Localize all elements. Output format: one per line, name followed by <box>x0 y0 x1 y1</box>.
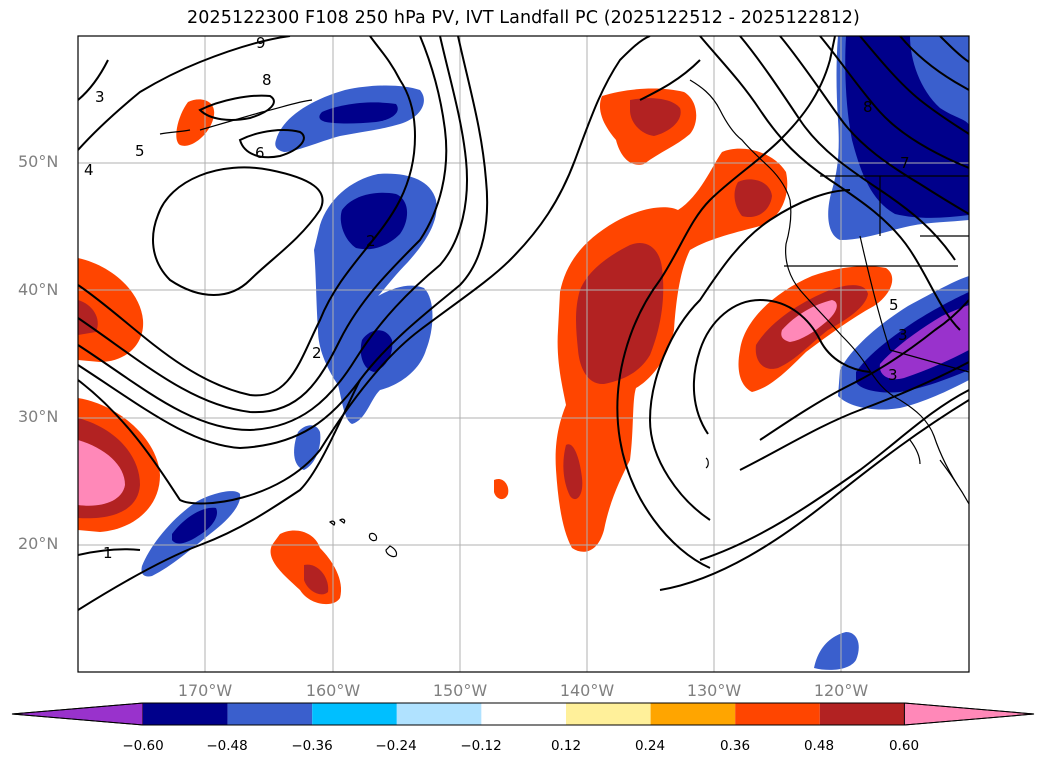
colorbar-tick-label: 0.48 <box>803 738 835 754</box>
pv-contour-label: 9 <box>256 34 266 52</box>
pv-contour-label: 5 <box>135 142 145 160</box>
pv-contour-label-group: 2 3 4 5 6 8 9 1 2 5 3 3 8 7 <box>84 34 910 562</box>
colorbar-tick-label: −0.36 <box>291 738 333 754</box>
colorbar-extend-max <box>903 702 1035 726</box>
lon-tick-label: 130°W <box>686 681 742 700</box>
pv-contour-label: 3 <box>898 326 908 344</box>
lat-tick-label: 40°N <box>18 280 59 299</box>
colorbar-swatch <box>143 703 228 725</box>
lat-tick-label: 30°N <box>18 407 59 426</box>
colorbar-swatch <box>819 703 905 725</box>
colorbar-swatch <box>312 703 397 725</box>
lon-tick-label: 150°W <box>432 681 488 700</box>
coastlines <box>159 79 969 558</box>
pv-contour-label: 1 <box>103 544 113 562</box>
pv-contour-label: 2 <box>366 232 376 250</box>
colorbar-swatch <box>227 703 313 725</box>
pv-contour-label: 8 <box>863 98 873 116</box>
colorbar-outline <box>11 702 1035 726</box>
colorbar-swatch <box>735 703 820 725</box>
colorbar-tick-label: −0.48 <box>206 738 248 754</box>
pv-contour-label: 3 <box>95 88 105 106</box>
pv-contour-label: 7 <box>900 154 910 172</box>
colorbar-tick-label: 0.12 <box>550 738 582 754</box>
negative-ivt-shading <box>141 36 969 670</box>
pv-contour-label: 3 <box>888 366 898 384</box>
colorbar-swatch <box>566 703 651 725</box>
pv-contour-label: 2 <box>312 344 322 362</box>
colorbar-swatch <box>650 703 736 725</box>
lon-tick-label: 120°W <box>813 681 869 700</box>
colorbar-extend-min <box>11 702 144 726</box>
colorbar-tick-label: 0.60 <box>888 738 920 754</box>
lon-tick-label: 170°W <box>177 681 233 700</box>
pv-contour-label: 8 <box>262 71 272 89</box>
colorbar-tick-label: −0.12 <box>460 738 502 754</box>
colorbar-tick-label: 0.36 <box>719 738 751 754</box>
pv-contour-label: 4 <box>84 161 94 179</box>
pv-contour-label: 6 <box>255 144 265 162</box>
colorbar-tick-label: 0.24 <box>634 738 666 754</box>
pv-contours <box>78 36 969 611</box>
lon-tick-label: 160°W <box>305 681 361 700</box>
lon-tick-label: 140°W <box>559 681 615 700</box>
map-title: 2025122300 F108 250 hPa PV, IVT Landfall… <box>187 8 860 28</box>
map-frame <box>77 35 970 673</box>
colorbar-tick-label: −0.60 <box>122 738 164 754</box>
colorbar-tick-label: −0.24 <box>375 738 417 754</box>
lat-tick-label: 50°N <box>18 152 59 171</box>
map-plot-area: 2 3 4 5 6 8 9 1 2 5 3 3 8 7 <box>78 34 969 672</box>
lat-tick-label: 20°N <box>18 534 59 553</box>
pv-contour-label: 5 <box>889 296 899 314</box>
colorbar <box>11 702 1035 726</box>
colorbar-swatch <box>481 703 566 725</box>
colorbar-swatch <box>396 703 482 725</box>
